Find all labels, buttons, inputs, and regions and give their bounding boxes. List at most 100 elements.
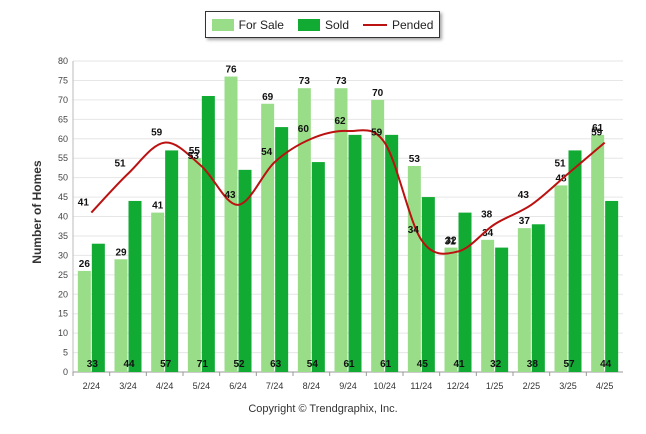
x-tick-label: 10/24 bbox=[373, 381, 396, 391]
data-label-pended: 53 bbox=[188, 151, 200, 162]
y-tick-label: 75 bbox=[58, 75, 68, 85]
data-label-for-sale: 55 bbox=[189, 146, 201, 157]
x-tick-label: 9/24 bbox=[339, 381, 357, 391]
bar-sold bbox=[605, 200, 619, 372]
y-tick-label: 30 bbox=[58, 250, 68, 260]
x-tick-label: 7/24 bbox=[266, 381, 284, 391]
legend-item-for-sale: For Sale bbox=[211, 17, 284, 32]
data-label-for-sale: 26 bbox=[79, 259, 91, 270]
data-label-sold: 63 bbox=[270, 359, 282, 370]
bar-sold bbox=[128, 200, 142, 372]
x-tick-label: 4/25 bbox=[596, 381, 614, 391]
x-tick-label: 2/24 bbox=[83, 381, 101, 391]
legend-item-sold: Sold bbox=[297, 17, 349, 32]
y-tick-label: 50 bbox=[58, 173, 68, 183]
data-label-sold: 52 bbox=[233, 359, 245, 370]
bar-for-sale bbox=[407, 165, 421, 372]
bar-sold bbox=[275, 127, 289, 373]
data-label-sold: 38 bbox=[527, 359, 539, 370]
y-tick-label: 55 bbox=[58, 153, 68, 163]
data-label-sold: 44 bbox=[600, 359, 612, 370]
bar-for-sale bbox=[261, 103, 275, 372]
y-tick-label: 5 bbox=[63, 348, 68, 358]
x-tick-label: 3/24 bbox=[119, 381, 137, 391]
bar-sold bbox=[311, 162, 325, 372]
y-tick-label: 10 bbox=[58, 328, 68, 338]
bar-for-sale bbox=[334, 88, 348, 373]
legend-label-pended: Pended bbox=[392, 17, 434, 32]
data-label-for-sale: 69 bbox=[262, 92, 274, 103]
bar-for-sale bbox=[517, 228, 531, 372]
y-tick-label: 25 bbox=[58, 270, 68, 280]
bar-sold bbox=[568, 150, 582, 372]
legend-item-pended: Pended bbox=[363, 18, 433, 32]
data-label-pended: 62 bbox=[334, 116, 346, 127]
legend-label-for-sale: For Sale bbox=[238, 17, 284, 32]
bar-for-sale bbox=[591, 134, 605, 372]
data-label-for-sale: 61 bbox=[592, 123, 604, 134]
data-label-sold: 45 bbox=[417, 359, 429, 370]
data-label-for-sale: 73 bbox=[299, 76, 311, 87]
bar-for-sale bbox=[151, 212, 165, 372]
bar-sold bbox=[385, 134, 399, 372]
legend-label-sold: Sold bbox=[324, 17, 349, 32]
y-tick-label: 65 bbox=[58, 114, 68, 124]
data-label-for-sale: 76 bbox=[225, 65, 237, 76]
bar-for-sale bbox=[224, 76, 238, 373]
bar-sold bbox=[91, 243, 105, 372]
data-label-for-sale: 70 bbox=[372, 88, 384, 99]
x-tick-label: 12/24 bbox=[447, 381, 470, 391]
data-label-for-sale: 32 bbox=[445, 236, 457, 247]
y-tick-label: 60 bbox=[58, 134, 68, 144]
data-label-sold: 33 bbox=[87, 359, 99, 370]
data-label-for-sale: 34 bbox=[482, 228, 494, 239]
y-tick-label: 15 bbox=[58, 309, 68, 319]
data-label-sold: 41 bbox=[453, 359, 465, 370]
x-tick-label: 8/24 bbox=[303, 381, 321, 391]
x-tick-label: 4/24 bbox=[156, 381, 174, 391]
data-label-for-sale: 73 bbox=[335, 76, 347, 87]
y-tick-label: 20 bbox=[58, 289, 68, 299]
data-label-sold: 32 bbox=[490, 359, 502, 370]
data-label-pended: 31 bbox=[444, 236, 456, 247]
line-pended bbox=[90, 129, 606, 255]
legend-swatch-for-sale bbox=[211, 18, 234, 31]
bar-for-sale bbox=[297, 88, 311, 373]
data-label-pended: 59 bbox=[151, 128, 163, 139]
y-tick-label: 40 bbox=[58, 212, 68, 222]
bar-for-sale bbox=[77, 270, 91, 372]
copyright-text: Copyright © Trendgraphix, Inc. bbox=[248, 403, 398, 415]
y-tick-label: 45 bbox=[58, 192, 68, 202]
data-label-pended: 59 bbox=[591, 128, 603, 139]
bar-for-sale bbox=[187, 158, 201, 372]
bar-sold bbox=[201, 95, 215, 373]
y-tick-label: 70 bbox=[58, 95, 68, 105]
x-tick-label: 2/25 bbox=[523, 381, 541, 391]
data-label-pended: 43 bbox=[518, 190, 530, 201]
data-label-for-sale: 29 bbox=[115, 247, 127, 258]
bar-for-sale bbox=[114, 259, 128, 372]
data-label-pended: 59 bbox=[371, 128, 383, 139]
chart-legend: For Sale Sold Pended bbox=[205, 11, 440, 38]
data-label-sold: 57 bbox=[563, 359, 575, 370]
legend-swatch-sold bbox=[297, 18, 320, 31]
bar-sold bbox=[531, 224, 545, 372]
bar-sold bbox=[421, 197, 435, 372]
data-label-for-sale: 53 bbox=[409, 154, 421, 165]
data-label-sold: 57 bbox=[160, 359, 172, 370]
bar-sold bbox=[458, 212, 472, 372]
bar-sold bbox=[238, 169, 252, 372]
bar-for-sale bbox=[481, 239, 495, 372]
data-label-pended: 51 bbox=[114, 159, 126, 170]
bar-for-sale bbox=[371, 99, 385, 372]
data-label-sold: 61 bbox=[343, 359, 355, 370]
data-label-pended: 60 bbox=[298, 124, 310, 135]
data-label-pended: 43 bbox=[224, 190, 236, 201]
y-tick-label: 80 bbox=[58, 56, 68, 66]
y-tick-label: 35 bbox=[58, 231, 68, 241]
data-label-sold: 71 bbox=[197, 359, 209, 370]
bar-sold bbox=[348, 134, 362, 372]
x-tick-label: 5/24 bbox=[193, 381, 211, 391]
data-label-for-sale: 41 bbox=[152, 201, 164, 212]
